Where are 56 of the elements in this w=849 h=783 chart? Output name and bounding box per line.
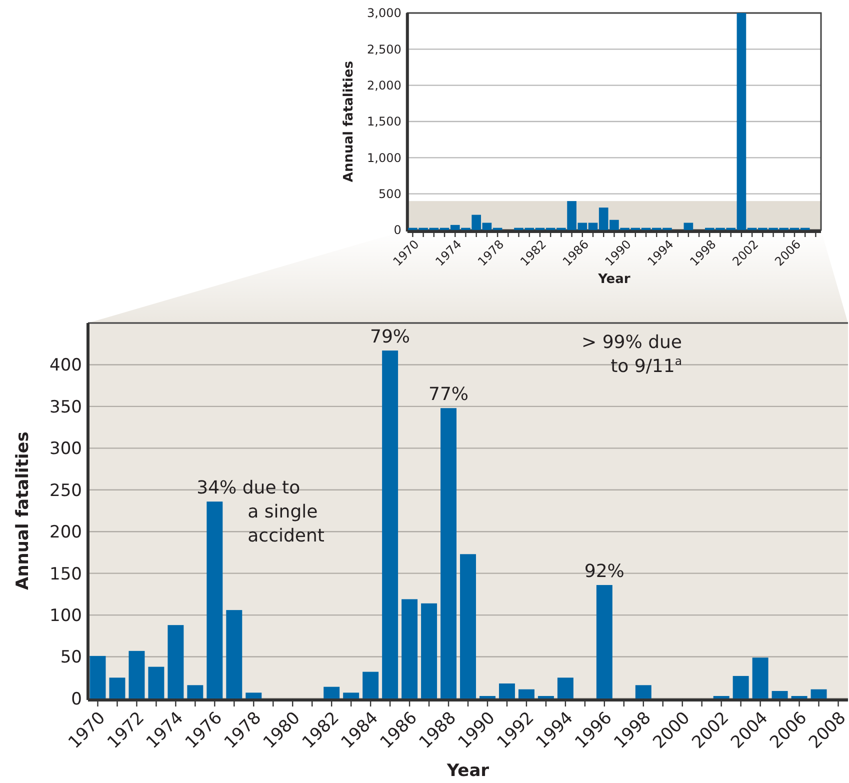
- bar: [596, 585, 612, 698]
- bar: [460, 554, 476, 698]
- bar: [498, 683, 515, 698]
- bar: [538, 696, 554, 698]
- bar: [440, 408, 457, 698]
- y-tick-label: 400: [50, 356, 82, 376]
- y-tick-label: 100: [50, 606, 82, 626]
- bar: [324, 686, 340, 698]
- annotation: 79%: [370, 326, 410, 348]
- bar: [479, 696, 496, 698]
- x-axis-title: Year: [597, 272, 631, 287]
- bar: [343, 692, 360, 698]
- y-tick-label: 2,000: [367, 78, 402, 93]
- bar: [168, 625, 184, 698]
- y-tick-label: 200: [50, 522, 82, 543]
- bar: [128, 650, 145, 698]
- y-tick-label: 50: [60, 648, 82, 668]
- annotation: 77%: [428, 384, 469, 406]
- bar: [148, 666, 164, 698]
- x-axis-title: Year: [446, 761, 490, 781]
- bar: [713, 696, 730, 698]
- bar: [226, 610, 242, 698]
- bar: [362, 672, 379, 698]
- bar: [206, 502, 223, 698]
- bar: [752, 658, 768, 698]
- y-axis-title: Annual fatalities: [12, 432, 33, 590]
- y-tick-label: 0: [71, 689, 82, 710]
- y-tick-label: 2,500: [367, 42, 402, 56]
- bar: [810, 689, 827, 698]
- y-tick-label: 150: [50, 564, 82, 584]
- y-tick-label: 500: [378, 187, 402, 202]
- bar: [732, 676, 749, 698]
- bar: [421, 603, 438, 698]
- bar: [772, 690, 788, 698]
- bar: [187, 685, 204, 698]
- y-tick-label: 350: [50, 397, 82, 418]
- y-tick-label: 300: [50, 439, 82, 460]
- bar: [635, 685, 652, 698]
- y-tick-label: 1,500: [367, 114, 402, 129]
- annotation: 92%: [584, 561, 624, 582]
- y-tick-label: 3,000: [367, 6, 402, 20]
- bar: [791, 696, 808, 698]
- bar: [109, 678, 126, 698]
- y-tick-label: 250: [50, 480, 82, 501]
- y-axis-title: Annual fatalities: [342, 60, 357, 182]
- annotation: > 99% due to 9/11$^{a}$: [582, 332, 682, 377]
- bar: [684, 222, 694, 230]
- y-tick-label: 0: [394, 223, 402, 238]
- y-tick-label: 1,000: [367, 150, 402, 165]
- bar: [518, 689, 534, 698]
- bar: [402, 599, 418, 698]
- bar: [246, 692, 262, 698]
- annotation: 34% due to a single accident: [196, 478, 324, 547]
- bar: [90, 656, 106, 698]
- bar: [382, 350, 398, 698]
- bar: [557, 678, 574, 698]
